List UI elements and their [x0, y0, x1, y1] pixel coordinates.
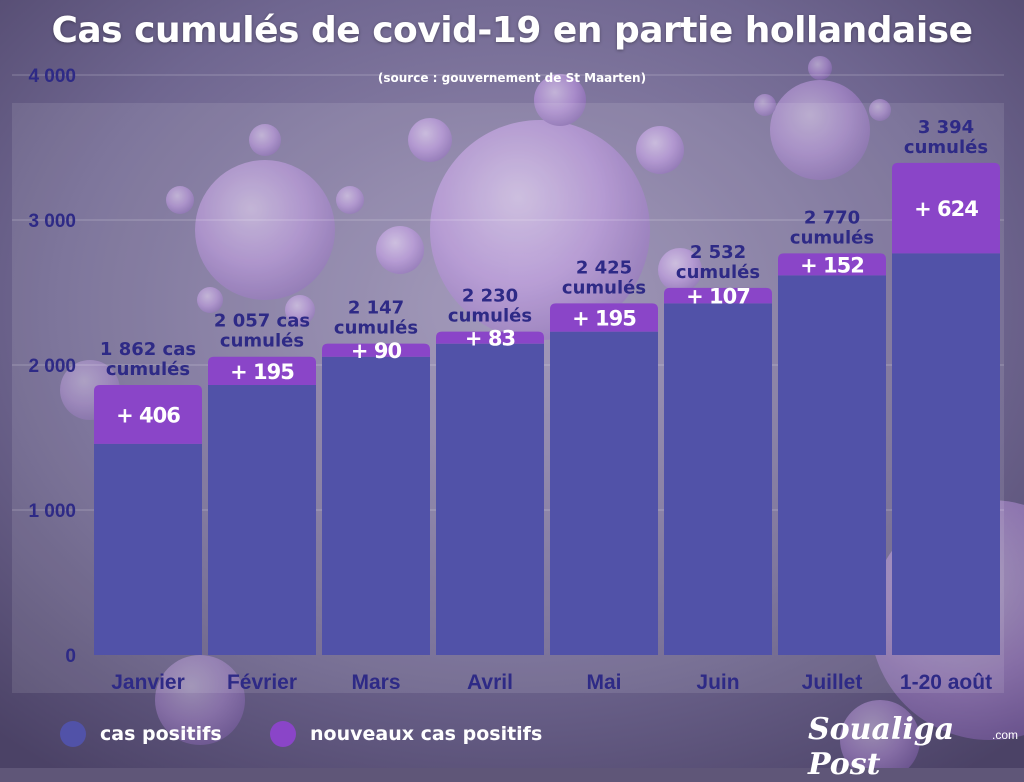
chart-subtitle: (source : gouvernement de St Maarten): [377, 71, 647, 85]
bar-cas-positifs: [94, 443, 202, 655]
brand-logo: Soualiga Post .com: [808, 712, 1018, 782]
data-label-total: 2 425: [576, 257, 632, 278]
data-label-total: cumulés: [676, 262, 760, 283]
y-tick-label: 2 000: [28, 356, 76, 377]
bar-cas-positifs: [550, 331, 658, 655]
legend-item-nouveaux-cas: nouveaux cas positifs: [270, 718, 542, 750]
x-tick-label: Juin: [696, 671, 739, 694]
data-label-total: 2 230: [462, 286, 518, 307]
x-tick-label: Janvier: [111, 671, 185, 694]
y-tick-label: 0: [65, 646, 76, 667]
data-label-increment: + 195: [572, 307, 636, 331]
y-tick-label: 1 000: [28, 501, 76, 522]
data-label-increment: + 406: [116, 403, 180, 427]
data-label-total: cumulés: [904, 137, 988, 158]
chart-title: Cas cumulés de covid-19 en partie hollan…: [51, 10, 973, 51]
data-label-total: cumulés: [790, 227, 874, 248]
x-tick-label: Mai: [586, 671, 621, 694]
legend-label-nouveaux-cas: nouveaux cas positifs: [310, 723, 543, 745]
data-label-total: cumulés: [220, 331, 304, 352]
data-label-total: 2 770: [804, 207, 860, 228]
data-label-total: cumulés: [106, 359, 190, 380]
legend-swatch-nouveaux-cas: [270, 721, 296, 747]
bar-nouveaux-cas: [94, 385, 202, 444]
virus-blob-left: [166, 124, 364, 325]
legend-label-cas-positifs: cas positifs: [100, 723, 222, 745]
bar-cas-positifs: [778, 275, 886, 655]
data-label-total: 2 532: [690, 242, 746, 263]
bar-cas-positifs: [892, 253, 1000, 655]
data-label-total: 3 394: [918, 117, 974, 138]
data-label-total: 2 057 cas: [214, 311, 310, 332]
data-label-total: 1 862 cas: [100, 339, 196, 360]
brand-suffix: .com: [991, 728, 1018, 742]
bar-nouveaux-cas: [550, 303, 658, 332]
x-tick-label: Avril: [467, 671, 513, 694]
data-label-total: cumulés: [562, 277, 646, 298]
y-tick-label: 4 000: [28, 66, 76, 87]
bar-nouveaux-cas: [664, 287, 772, 304]
y-tick-label: 3 000: [28, 211, 76, 232]
legend-swatch-cas-positifs: [60, 721, 86, 747]
bar-nouveaux-cas: [436, 331, 544, 344]
data-label-increment: + 152: [800, 253, 864, 277]
bar-cas-positifs: [322, 356, 430, 655]
bar-cas-positifs: [664, 303, 772, 655]
data-label-increment: + 90: [351, 339, 402, 363]
virus-blob-right: [754, 56, 891, 180]
data-label-total: cumulés: [448, 306, 532, 327]
brand-name: Soualiga Post: [808, 712, 955, 782]
x-tick-label: Juillet: [802, 671, 863, 694]
x-tick-label: Mars: [351, 671, 400, 694]
data-label-increment: + 624: [914, 197, 978, 221]
x-tick-label: Février: [227, 671, 297, 694]
data-label-increment: + 83: [465, 327, 515, 351]
bar-nouveaux-cas: [778, 253, 886, 276]
data-label-increment: + 195: [230, 360, 294, 384]
data-label-total: 2 147: [348, 298, 404, 319]
bar-nouveaux-cas: [208, 356, 316, 386]
bar-cas-positifs: [436, 343, 544, 655]
bar-nouveaux-cas: [892, 162, 1000, 254]
data-label-increment: + 107: [686, 285, 750, 309]
legend-item-cas-positifs: cas positifs: [60, 718, 222, 750]
virus-blob-center: [376, 74, 702, 340]
data-label-total: cumulés: [334, 318, 418, 339]
x-tick-label: 1-20 août: [900, 671, 992, 694]
bar-nouveaux-cas: [322, 343, 430, 357]
bar-cas-positifs: [208, 385, 316, 655]
